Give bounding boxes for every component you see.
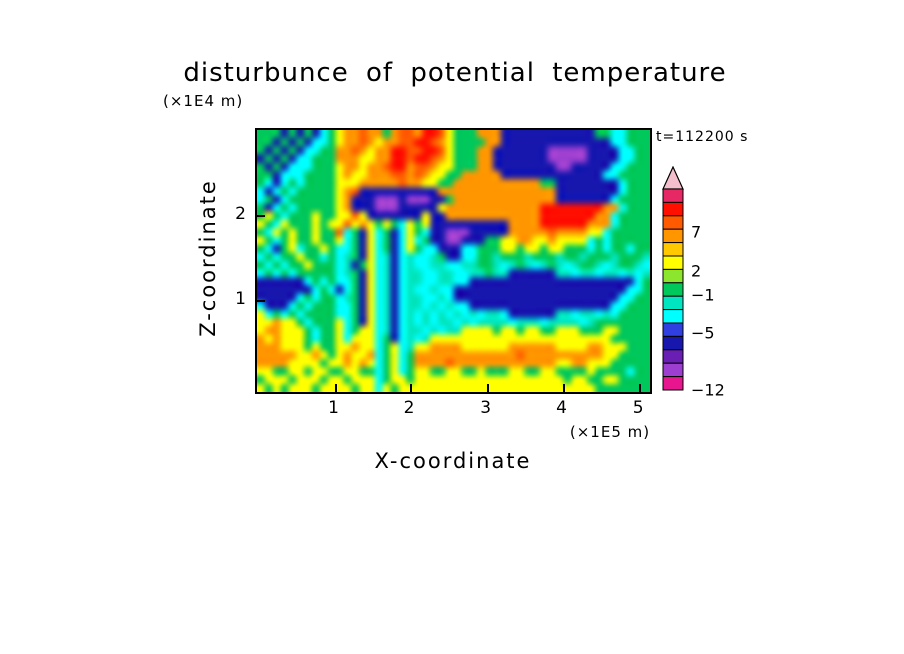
colorbar-label: 2 <box>691 261 702 281</box>
y-axis-units: (×1E4 m) <box>163 92 244 110</box>
y-tick-mark <box>257 215 265 218</box>
x-tick-label: 5 <box>632 398 644 418</box>
colorbar-label: −5 <box>691 323 715 343</box>
y-tick-label: 1 <box>235 288 246 309</box>
x-axis-units: (×1E5 m) <box>569 423 651 441</box>
time-annotation: t=112200 s <box>656 129 749 145</box>
colorbar-arrow <box>662 165 684 190</box>
colorbar-label: −12 <box>691 380 725 400</box>
colorbar <box>661 165 685 392</box>
colorbar-segment <box>662 335 684 351</box>
colorbar-segment <box>662 362 684 378</box>
y-tick-mark <box>257 299 265 302</box>
x-tick-label: 4 <box>556 398 567 418</box>
colorbar-segment <box>662 201 684 217</box>
x-tick-label: 3 <box>480 398 492 418</box>
colorbar-svg <box>662 165 684 391</box>
colorbar-segment <box>662 349 684 364</box>
x-axis-label: X-coordinate <box>374 449 532 473</box>
colorbar-segment <box>662 215 684 230</box>
colorbar-segment <box>662 322 684 337</box>
x-tick-label: 2 <box>403 398 415 418</box>
y-axis-label: Z-coordinate <box>196 179 220 337</box>
colorbar-segment <box>662 282 684 297</box>
chart-title: disturbunce of potential temperature <box>183 58 727 88</box>
x-tick-mark <box>486 384 489 392</box>
x-tick-mark <box>334 384 337 392</box>
colorbar-segment <box>662 188 684 203</box>
colorbar-label: 7 <box>691 222 702 242</box>
colorbar-label: −1 <box>691 285 715 305</box>
x-tick-mark <box>410 384 413 392</box>
colorbar-segment <box>662 268 684 284</box>
colorbar-segment <box>662 228 684 244</box>
y-tick-label: 2 <box>235 204 246 225</box>
x-tick-mark <box>639 384 642 392</box>
colorbar-segment <box>662 255 684 270</box>
colorbar-segment <box>662 376 684 391</box>
colorbar-segment <box>662 242 684 257</box>
x-tick-label: 1 <box>328 398 340 418</box>
heatmap-canvas <box>257 130 650 392</box>
colorbar-segment <box>662 295 684 311</box>
x-tick-mark <box>562 384 565 392</box>
plot-area <box>255 128 652 394</box>
colorbar-segment <box>662 309 684 324</box>
